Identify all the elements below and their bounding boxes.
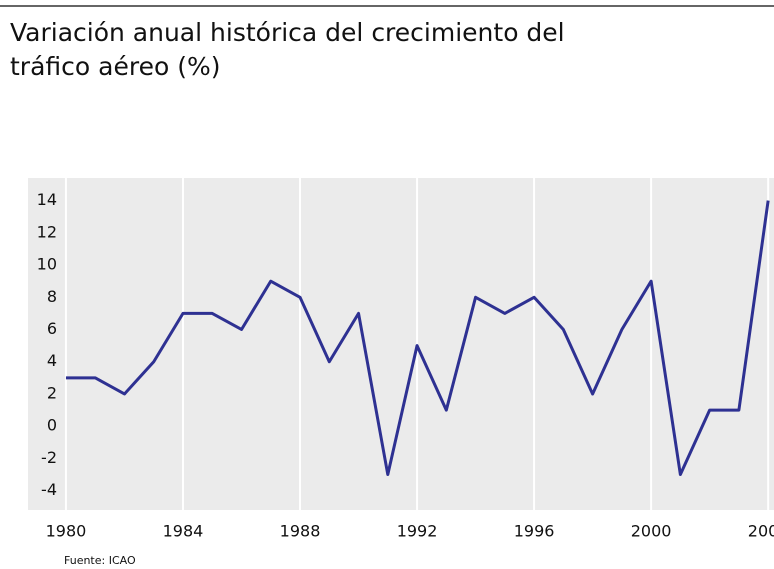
x-tick-label: 1984 [163, 522, 204, 541]
y-tick-label: -4 [41, 480, 57, 499]
x-tick-label: 2004 [748, 522, 774, 541]
x-tick-label: 1996 [514, 522, 555, 541]
data-line [65, 200, 770, 477]
y-tick-label: 6 [47, 319, 57, 338]
chart-title: Variación anual histórica del crecimient… [10, 18, 565, 81]
y-tick-label: -2 [41, 448, 57, 467]
x-tick-label: 2000 [631, 522, 672, 541]
x-tick-label: 1988 [280, 522, 321, 541]
y-tick-label: 14 [37, 190, 57, 209]
y-tick-label: 4 [47, 351, 57, 370]
y-tick-label: 0 [47, 416, 57, 435]
source-note: Fuente: ICAO [64, 554, 136, 567]
x-tick-label: 1992 [397, 522, 438, 541]
y-tick-label: 12 [37, 222, 57, 241]
y-tick-label: 8 [47, 287, 57, 306]
y-tick-label: 10 [37, 255, 57, 274]
plot-area [28, 178, 774, 510]
y-tick-label: 2 [47, 383, 57, 402]
x-tick-label: 1980 [46, 522, 87, 541]
